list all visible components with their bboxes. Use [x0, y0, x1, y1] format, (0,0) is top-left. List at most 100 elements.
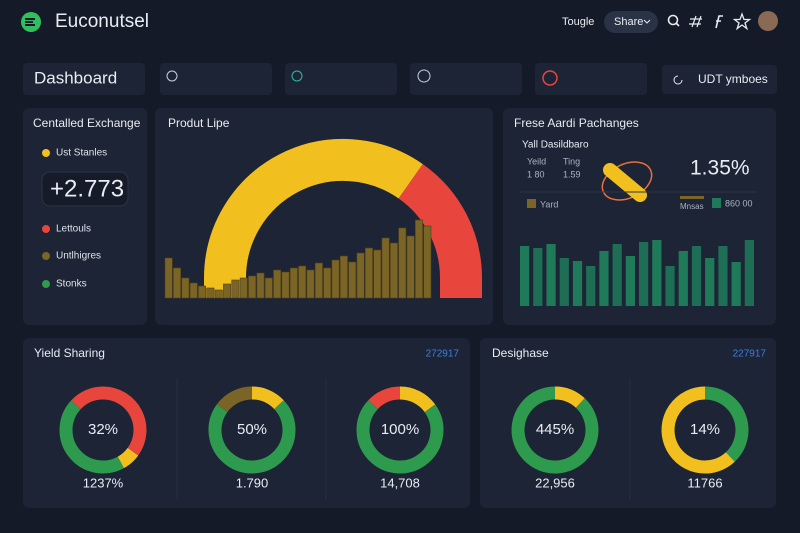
panel-title: Yield Sharing [34, 346, 105, 360]
panel-title: Frese Aardi Pachanges [514, 116, 639, 130]
bar [206, 287, 215, 299]
bar [705, 258, 715, 306]
share-label: Share [614, 16, 643, 28]
donut-segment [71, 386, 104, 410]
column-value: 1.59 [563, 169, 581, 179]
bar [678, 251, 688, 306]
bar [306, 269, 315, 299]
bar [348, 261, 357, 299]
legend-dot [42, 225, 50, 233]
donut-label: 100% [381, 421, 419, 438]
bar [731, 262, 741, 306]
donut-segment [399, 386, 436, 413]
legend-label: Untlhigres [56, 251, 101, 262]
bar [248, 275, 257, 299]
column-label: Ting [563, 156, 580, 166]
donut-segment [661, 386, 735, 474]
legend-dot [42, 252, 50, 260]
bar [181, 277, 190, 299]
bar [406, 235, 415, 299]
nav-card[interactable] [535, 63, 647, 95]
bar [339, 255, 348, 299]
gauge-arc [204, 138, 423, 279]
donut-segment [554, 386, 585, 409]
bar [612, 244, 622, 306]
donut-segment [356, 400, 444, 474]
bar [520, 246, 530, 306]
donut-total: 11766 [687, 475, 722, 490]
action-button[interactable] [662, 65, 777, 94]
donut-total: 1237% [83, 475, 124, 490]
bar [256, 272, 265, 299]
donut-label: 32% [88, 421, 118, 438]
bar [331, 259, 340, 299]
bar [223, 283, 232, 299]
bar [423, 225, 432, 299]
nav-card[interactable] [160, 63, 272, 95]
donut-total: 22,956 [535, 475, 575, 490]
donut-segment [704, 386, 749, 462]
donut-segment [511, 386, 599, 474]
bar [364, 247, 373, 299]
nav-card[interactable] [285, 63, 397, 95]
action-icon [673, 75, 683, 85]
legend-label: Lettouls [56, 224, 91, 235]
bar [189, 282, 198, 299]
bar [198, 285, 207, 299]
panel-code[interactable]: 227917 [733, 349, 767, 360]
star-icon[interactable] [732, 12, 752, 31]
donut-segment [208, 400, 296, 474]
card-icon [291, 70, 303, 82]
dashboard-label: Dashboard [34, 68, 117, 87]
brand: Euconutsel [55, 11, 149, 32]
bar [214, 289, 223, 299]
bar [381, 237, 390, 299]
bar [718, 246, 728, 306]
bar [639, 242, 649, 306]
toggle[interactable]: Tougle [562, 16, 594, 28]
donut-label: 445% [536, 421, 574, 438]
nav-card[interactable] [410, 63, 522, 95]
bar [559, 258, 569, 306]
search-icon[interactable] [667, 14, 679, 26]
bar [415, 219, 423, 299]
panel-title: Desighase [492, 346, 549, 360]
f-icon[interactable] [715, 15, 723, 29]
bar [599, 251, 609, 306]
legend-label: Yard [540, 199, 558, 209]
bar [298, 265, 307, 299]
donut-total: 14,708 [380, 475, 420, 490]
donut-label: 50% [237, 421, 267, 438]
hash-icon[interactable] [689, 15, 702, 28]
donut-total: 1.790 [236, 475, 269, 490]
bar [546, 244, 556, 306]
legend-swatch [680, 196, 704, 199]
donut-segment [59, 400, 124, 474]
panel-title: Produt Lipe [168, 116, 230, 130]
legend-swatch [527, 199, 536, 208]
bar [652, 240, 662, 306]
legend-label: Mnsas [680, 202, 704, 211]
dashboard-tab[interactable] [23, 63, 145, 95]
column-value: 1 80 [527, 169, 545, 179]
rate-icon [603, 163, 647, 202]
bar [691, 246, 702, 306]
bar [389, 242, 398, 299]
donut-segment [251, 386, 284, 410]
exchange-panel [23, 108, 147, 325]
legend-label: Ust Stanles [56, 148, 107, 159]
rate-value: 1.35% [690, 157, 750, 180]
bar [281, 271, 290, 299]
donut-segment [117, 447, 139, 469]
bar [373, 249, 382, 299]
share-button[interactable] [604, 11, 658, 33]
avatar[interactable] [758, 11, 778, 31]
panel-code[interactable]: 272917 [426, 349, 460, 360]
legend-swatch [712, 198, 721, 208]
logo-mark [25, 18, 35, 26]
bar [323, 267, 332, 299]
bar [314, 262, 323, 299]
exchange-value: +2.773 [50, 175, 124, 202]
card-icon [542, 70, 558, 86]
